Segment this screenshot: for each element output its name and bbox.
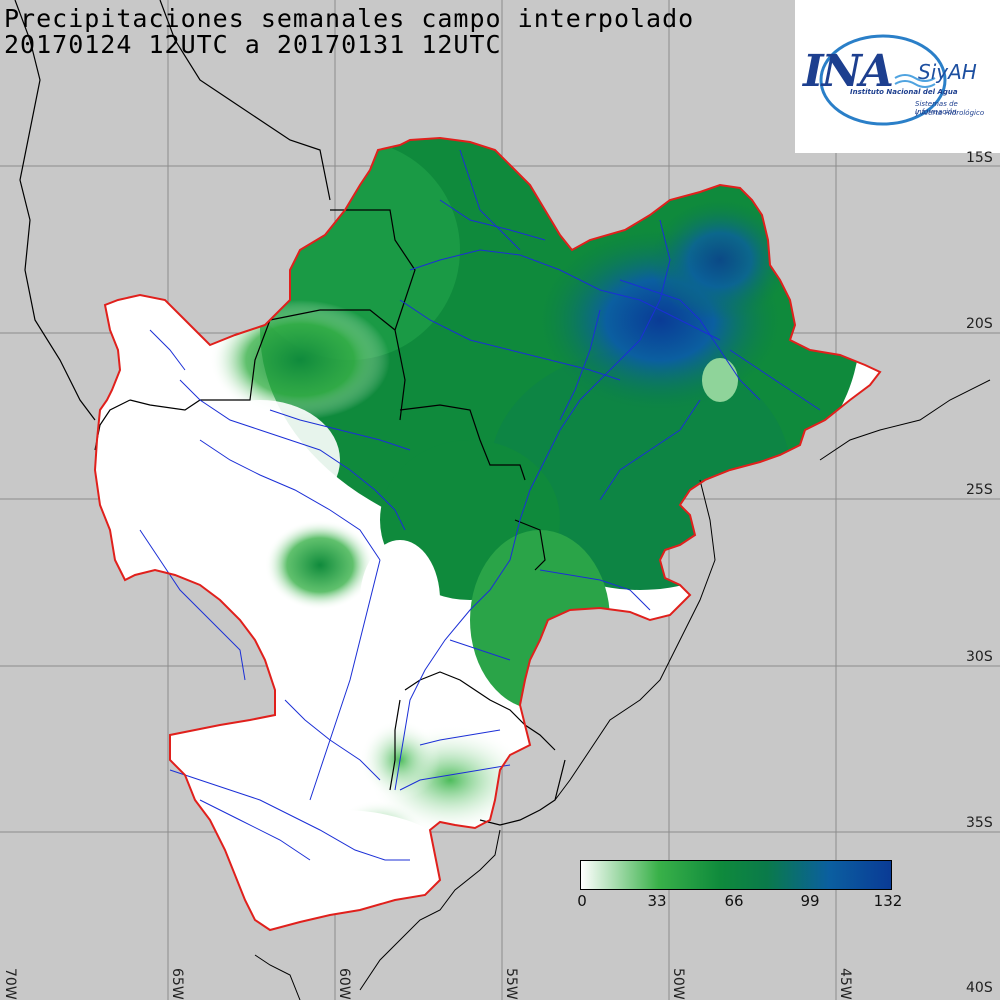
lat-label-25s: 25S <box>966 482 993 498</box>
precipitation-colorbar <box>580 860 892 890</box>
ina-siyah-logo: INA SiyAH Instituto Nacional del Agua Si… <box>795 0 1000 153</box>
lat-label-30s: 30S <box>966 649 993 665</box>
lon-label-65w: 65W <box>169 968 185 1000</box>
logo-subtitle: Instituto Nacional del Agua <box>850 88 958 96</box>
logo-swoosh-icon <box>819 34 947 126</box>
lat-label-35s: 35S <box>966 815 993 831</box>
logo-ina-text: INA <box>803 46 894 97</box>
colorbar-tick: 0 <box>577 892 587 910</box>
lat-label-15s: 15S <box>966 150 993 166</box>
colorbar-tick: 66 <box>724 892 744 910</box>
map-date-range: 20170124 12UTC a 20170131 12UTC <box>4 30 502 59</box>
lon-label-50w: 50W <box>670 968 686 1000</box>
logo-siyah-text: SiyAH <box>918 60 977 84</box>
colorbar-tick: 99 <box>800 892 820 910</box>
logo-subtitle: y Alerta Hidrológico <box>915 109 985 117</box>
logo-subtitle: Sistemas de Información <box>915 100 958 116</box>
lat-label-40s: 40S <box>966 980 993 996</box>
lon-label-55w: 55W <box>503 968 519 1000</box>
lon-label-60w: 60W <box>336 968 352 1000</box>
colorbar-tick: 33 <box>647 892 667 910</box>
basin-outline <box>93 136 882 932</box>
lon-label-45w: 45W <box>837 968 853 1000</box>
rivers <box>139 149 821 861</box>
country-borders <box>14 0 566 826</box>
lat-label-20s: 20S <box>966 316 993 332</box>
colorbar-tick: 132 <box>873 892 903 910</box>
coastline <box>254 379 991 1000</box>
map-title: Precipitaciones semanales campo interpol… <box>4 4 695 33</box>
lon-label-70w: 70W <box>2 968 18 1000</box>
